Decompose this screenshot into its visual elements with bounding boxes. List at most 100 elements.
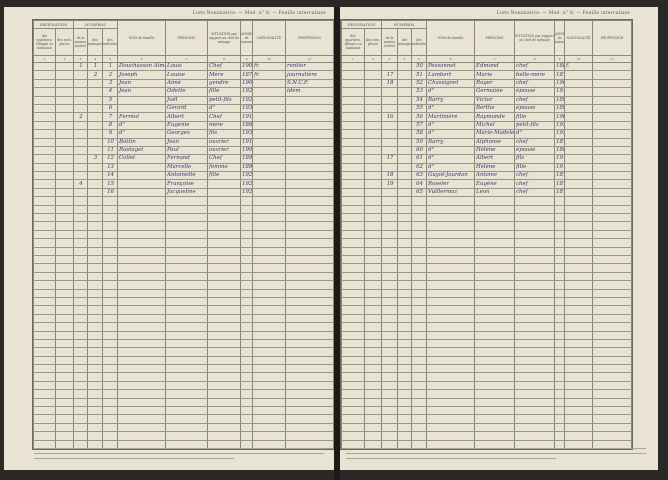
cell-situation: Mère xyxy=(207,70,242,80)
table-row xyxy=(341,414,633,424)
cell-nationalite xyxy=(252,171,287,181)
cell-rue xyxy=(55,120,74,131)
cell-annee xyxy=(554,347,566,357)
cell-nationalite xyxy=(564,313,594,324)
cell-prenoms: Joël xyxy=(165,95,209,105)
cell-profession xyxy=(592,372,633,382)
table-row: 16 56MartinièreRaymondefille1909 xyxy=(341,112,633,122)
cell-menage xyxy=(87,330,103,340)
cell-individu: 59 xyxy=(410,137,428,147)
cell-prenoms xyxy=(165,288,209,298)
cell-rue xyxy=(55,422,74,433)
cell-nationalite xyxy=(564,422,594,433)
cell-menage xyxy=(87,372,103,382)
cell-quartier xyxy=(33,380,56,391)
cell-menage xyxy=(87,204,103,215)
column-number: 9 xyxy=(554,55,566,63)
cell-individu: 5 xyxy=(101,95,119,105)
cell-situation: d° xyxy=(207,103,242,114)
cell-individu xyxy=(410,397,428,408)
cell-nationalite xyxy=(252,162,287,173)
cell-menage xyxy=(87,145,103,156)
cell-rue xyxy=(55,296,74,307)
table-row: 53d°Germaineépouse1912 xyxy=(341,87,633,97)
cell-nom xyxy=(426,196,476,206)
cell-nationalite xyxy=(564,112,594,122)
cell-individu xyxy=(101,238,119,248)
cell-individu: 16 xyxy=(101,187,119,198)
cell-menage xyxy=(87,229,103,240)
cell-menage xyxy=(397,431,412,441)
cell-prenoms xyxy=(165,431,209,441)
cell-individu: 14 xyxy=(101,171,119,181)
table-row: 9d°Georgesfils1930 xyxy=(33,129,335,139)
cell-annee: 1878 xyxy=(554,171,566,181)
cell-nom: Lambert xyxy=(426,70,476,80)
cell-maison xyxy=(381,229,398,240)
cell-menage xyxy=(87,322,103,332)
cell-situation xyxy=(514,405,556,416)
cell-nationalite xyxy=(564,187,594,198)
table-row xyxy=(341,322,633,332)
cell-situation xyxy=(514,221,556,231)
cell-individu xyxy=(410,422,428,433)
cell-nationalite xyxy=(564,380,594,391)
cell-nationalite xyxy=(564,145,594,156)
cell-menage xyxy=(397,296,412,307)
cell-individu xyxy=(101,322,119,332)
cell-situation xyxy=(514,414,556,424)
cell-maison xyxy=(381,322,398,332)
cell-individu xyxy=(101,355,119,366)
cell-maison xyxy=(381,246,398,257)
cell-situation xyxy=(514,305,556,315)
cell-rue xyxy=(55,95,74,105)
column-number: 3 xyxy=(381,55,398,63)
cell-annee: 1935 xyxy=(240,103,254,114)
cell-situation: fille xyxy=(514,112,556,122)
cell-maison xyxy=(381,405,398,416)
cell-annee: 1886 xyxy=(240,120,254,131)
cell-prenoms xyxy=(474,271,516,282)
cell-maison xyxy=(73,431,88,441)
cell-prenoms xyxy=(165,313,209,324)
cell-situation xyxy=(514,372,556,382)
cell-maison xyxy=(73,322,88,332)
cell-profession xyxy=(592,405,633,416)
cell-maison xyxy=(73,422,88,433)
cell-individu xyxy=(101,347,119,357)
cell-annee xyxy=(240,196,254,206)
cell-menage xyxy=(397,196,412,206)
column-number: 11 xyxy=(592,55,633,63)
cell-nom xyxy=(117,221,167,231)
cell-individu: 56 xyxy=(410,112,428,122)
cell-quartier xyxy=(33,87,56,97)
column-number: 11 xyxy=(285,55,335,63)
cell-nationalite xyxy=(564,414,594,424)
cell-annee: 1914 xyxy=(554,162,566,173)
cell-menage xyxy=(397,204,412,215)
cell-individu xyxy=(101,271,119,282)
table-row: 2 7FerréolAlbertChef1911 xyxy=(33,112,335,122)
cell-individu xyxy=(101,414,119,424)
table-row xyxy=(341,221,633,231)
cell-annee: 1870 xyxy=(554,70,566,80)
table-row xyxy=(33,280,335,290)
cell-profession xyxy=(285,405,335,416)
cell-individu xyxy=(410,364,428,374)
cell-annee xyxy=(554,196,566,206)
cell-nom xyxy=(426,431,476,441)
cell-quartier xyxy=(33,137,56,147)
cell-maison xyxy=(73,70,88,80)
cell-annee xyxy=(554,204,566,215)
cell-rue xyxy=(364,414,382,424)
cell-nationalite xyxy=(564,263,594,273)
cell-rue xyxy=(55,364,74,374)
table-row xyxy=(33,322,335,332)
cell-maison xyxy=(73,246,88,257)
cell-individu xyxy=(410,254,428,265)
cell-menage xyxy=(397,112,412,122)
cell-nom xyxy=(426,296,476,307)
cell-rue xyxy=(364,296,382,307)
cell-individu xyxy=(101,296,119,307)
